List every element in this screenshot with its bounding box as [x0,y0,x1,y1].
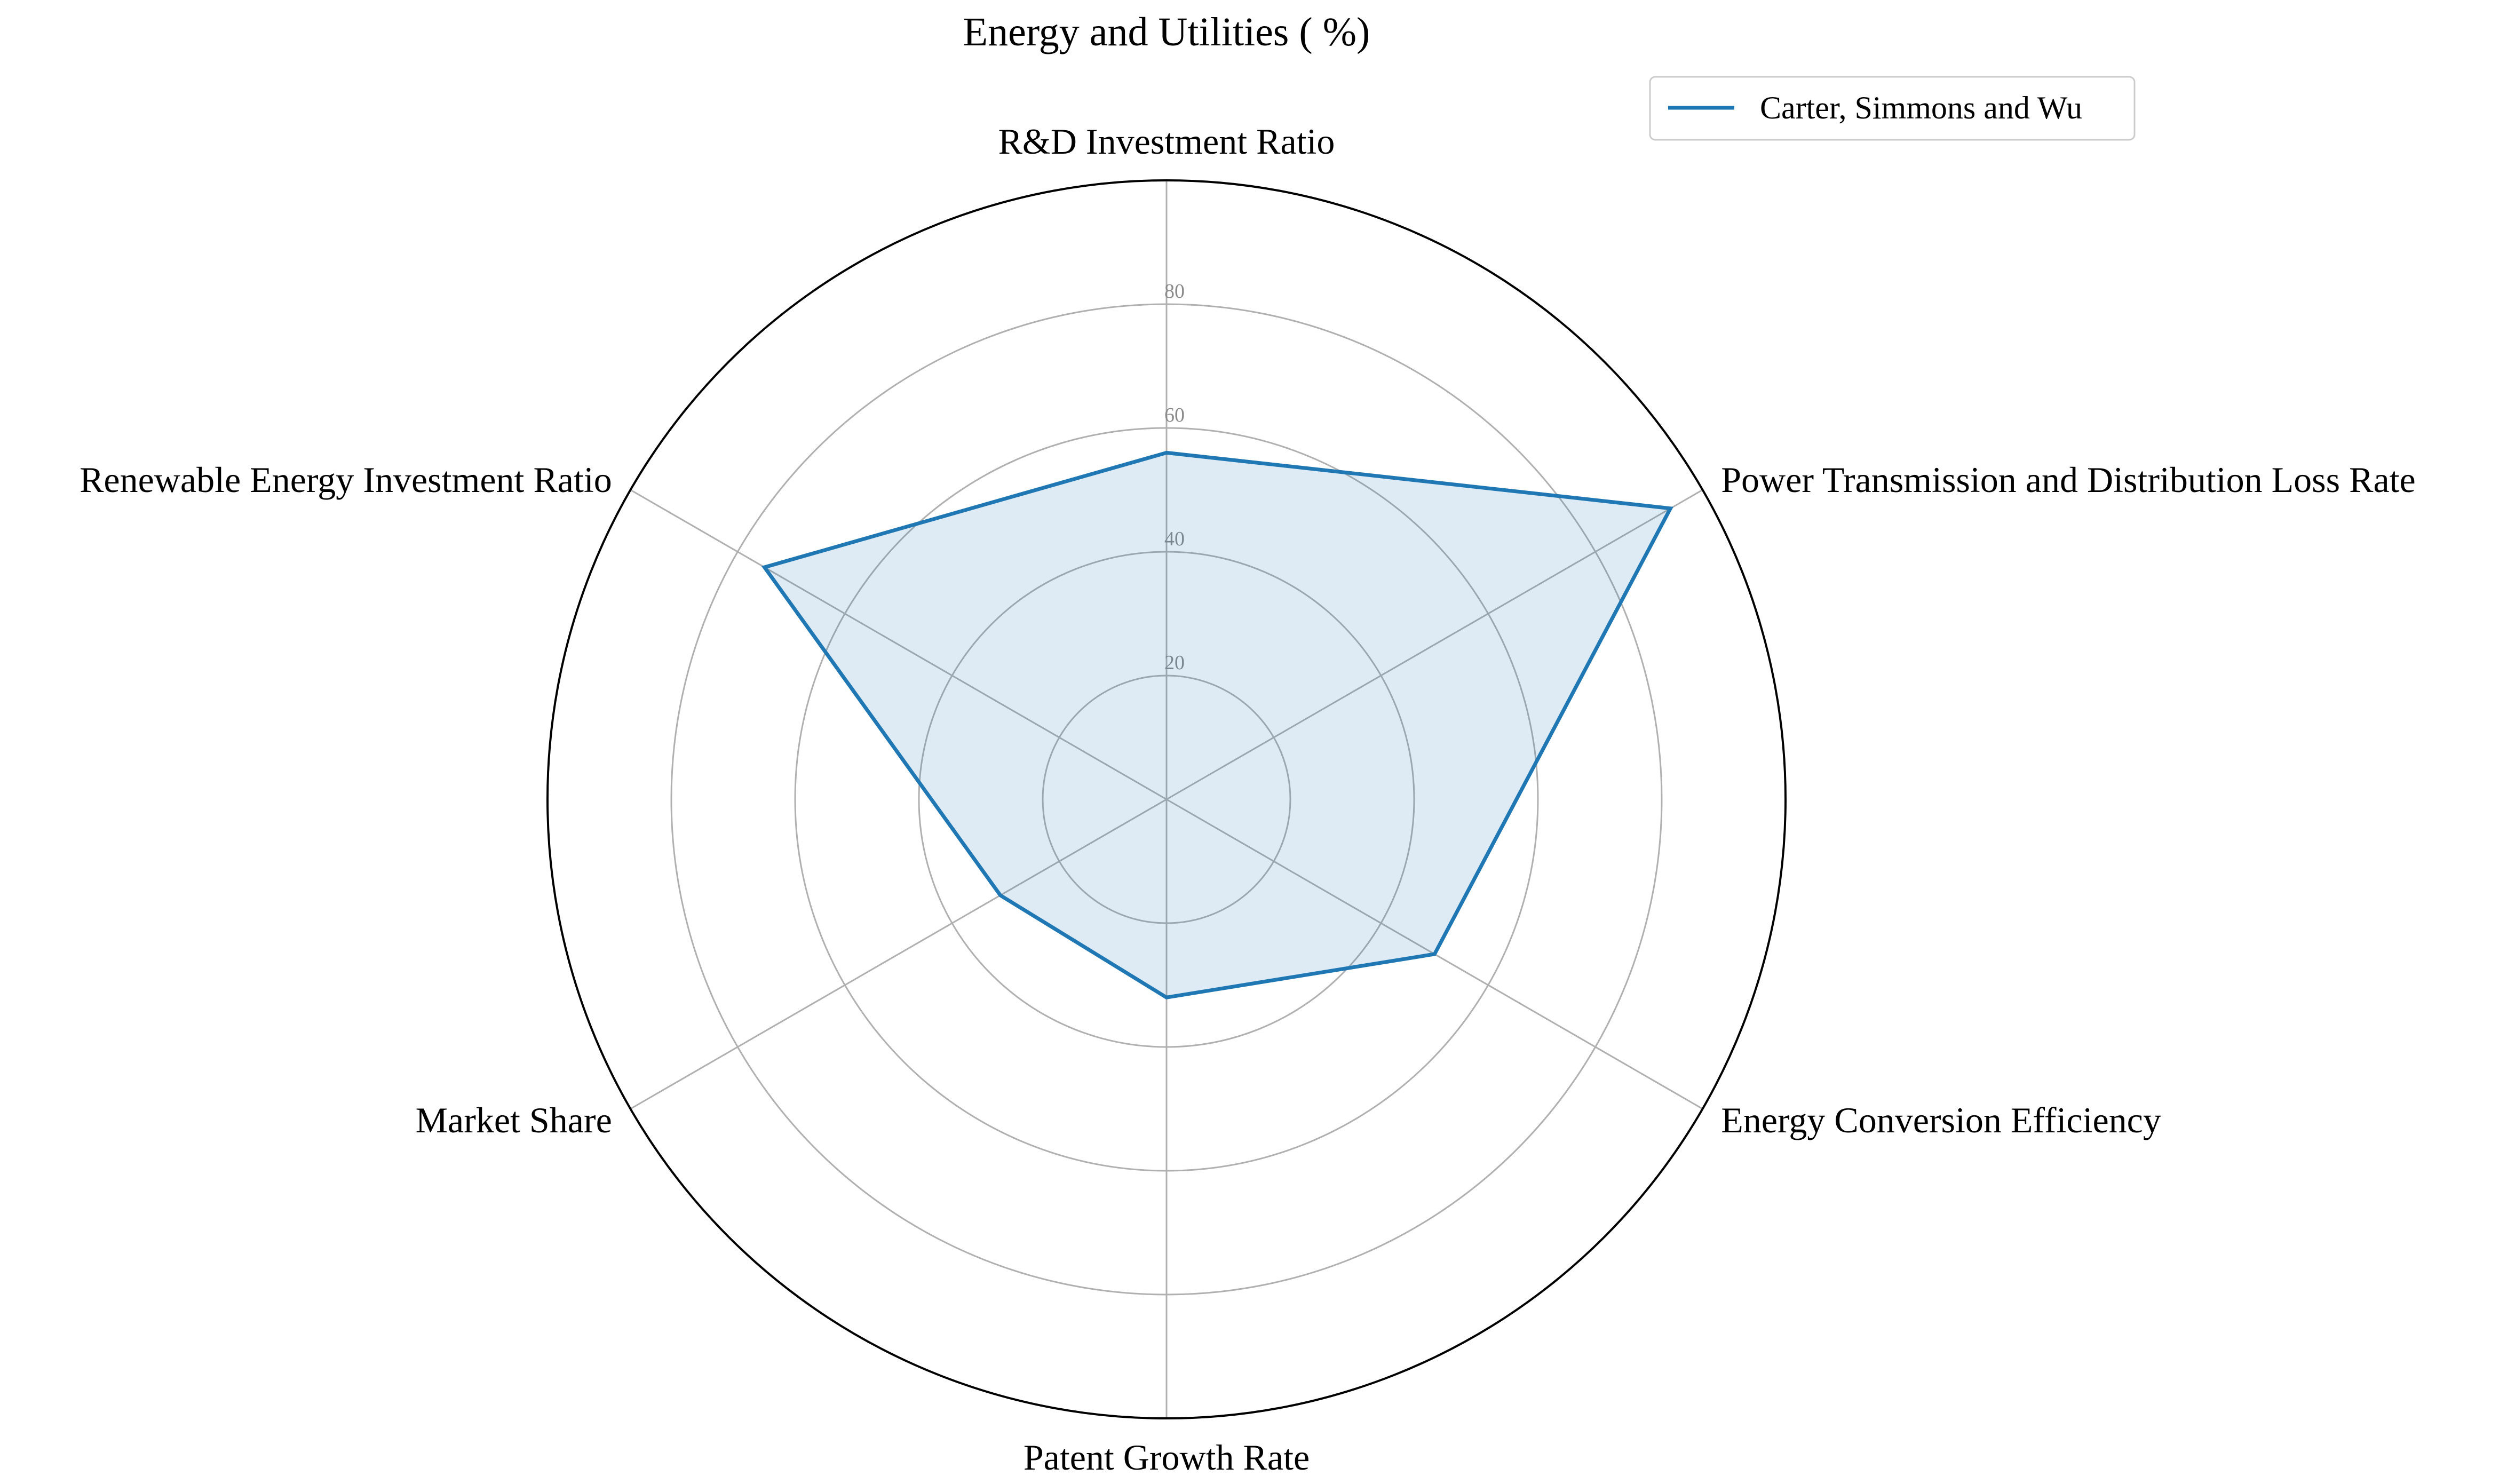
data-layer [761,450,1673,999]
legend-label: Carter, Simmons and Wu [1760,90,2082,125]
axis-label: R&D Investment Ratio [998,121,1335,162]
series-fill-area [764,453,1671,998]
chart-title: Energy and Utilities ( %) [963,10,1370,54]
axis-label: Energy Conversion Efficiency [1721,1100,2161,1140]
outer-ring [546,179,1787,1419]
axis-label: Power Transmission and Distribution Loss… [1721,459,2416,500]
grid-spoke [1166,489,1703,800]
axis-label: Market Share [416,1100,612,1140]
radial-tick-label: 20 [1164,652,1185,674]
legend: Carter, Simmons and Wu [1649,76,2136,141]
axis-label-layer: R&D Investment Ratio Power Transmission a… [80,121,2416,1478]
axis-label: Renewable Energy Investment Ratio [80,459,612,500]
radial-tick-label: 80 [1164,280,1185,303]
axis-label: Patent Growth Rate [1024,1437,1310,1478]
grid-spoke [630,798,1167,1110]
radial-tick-label: 40 [1164,528,1185,550]
grid-spoke [630,489,1167,800]
grid-layer: 20 40 60 80 [546,179,1787,1419]
legend-box [1649,76,2136,141]
radial-tick-label: 60 [1164,404,1185,426]
series-line [761,450,1673,999]
